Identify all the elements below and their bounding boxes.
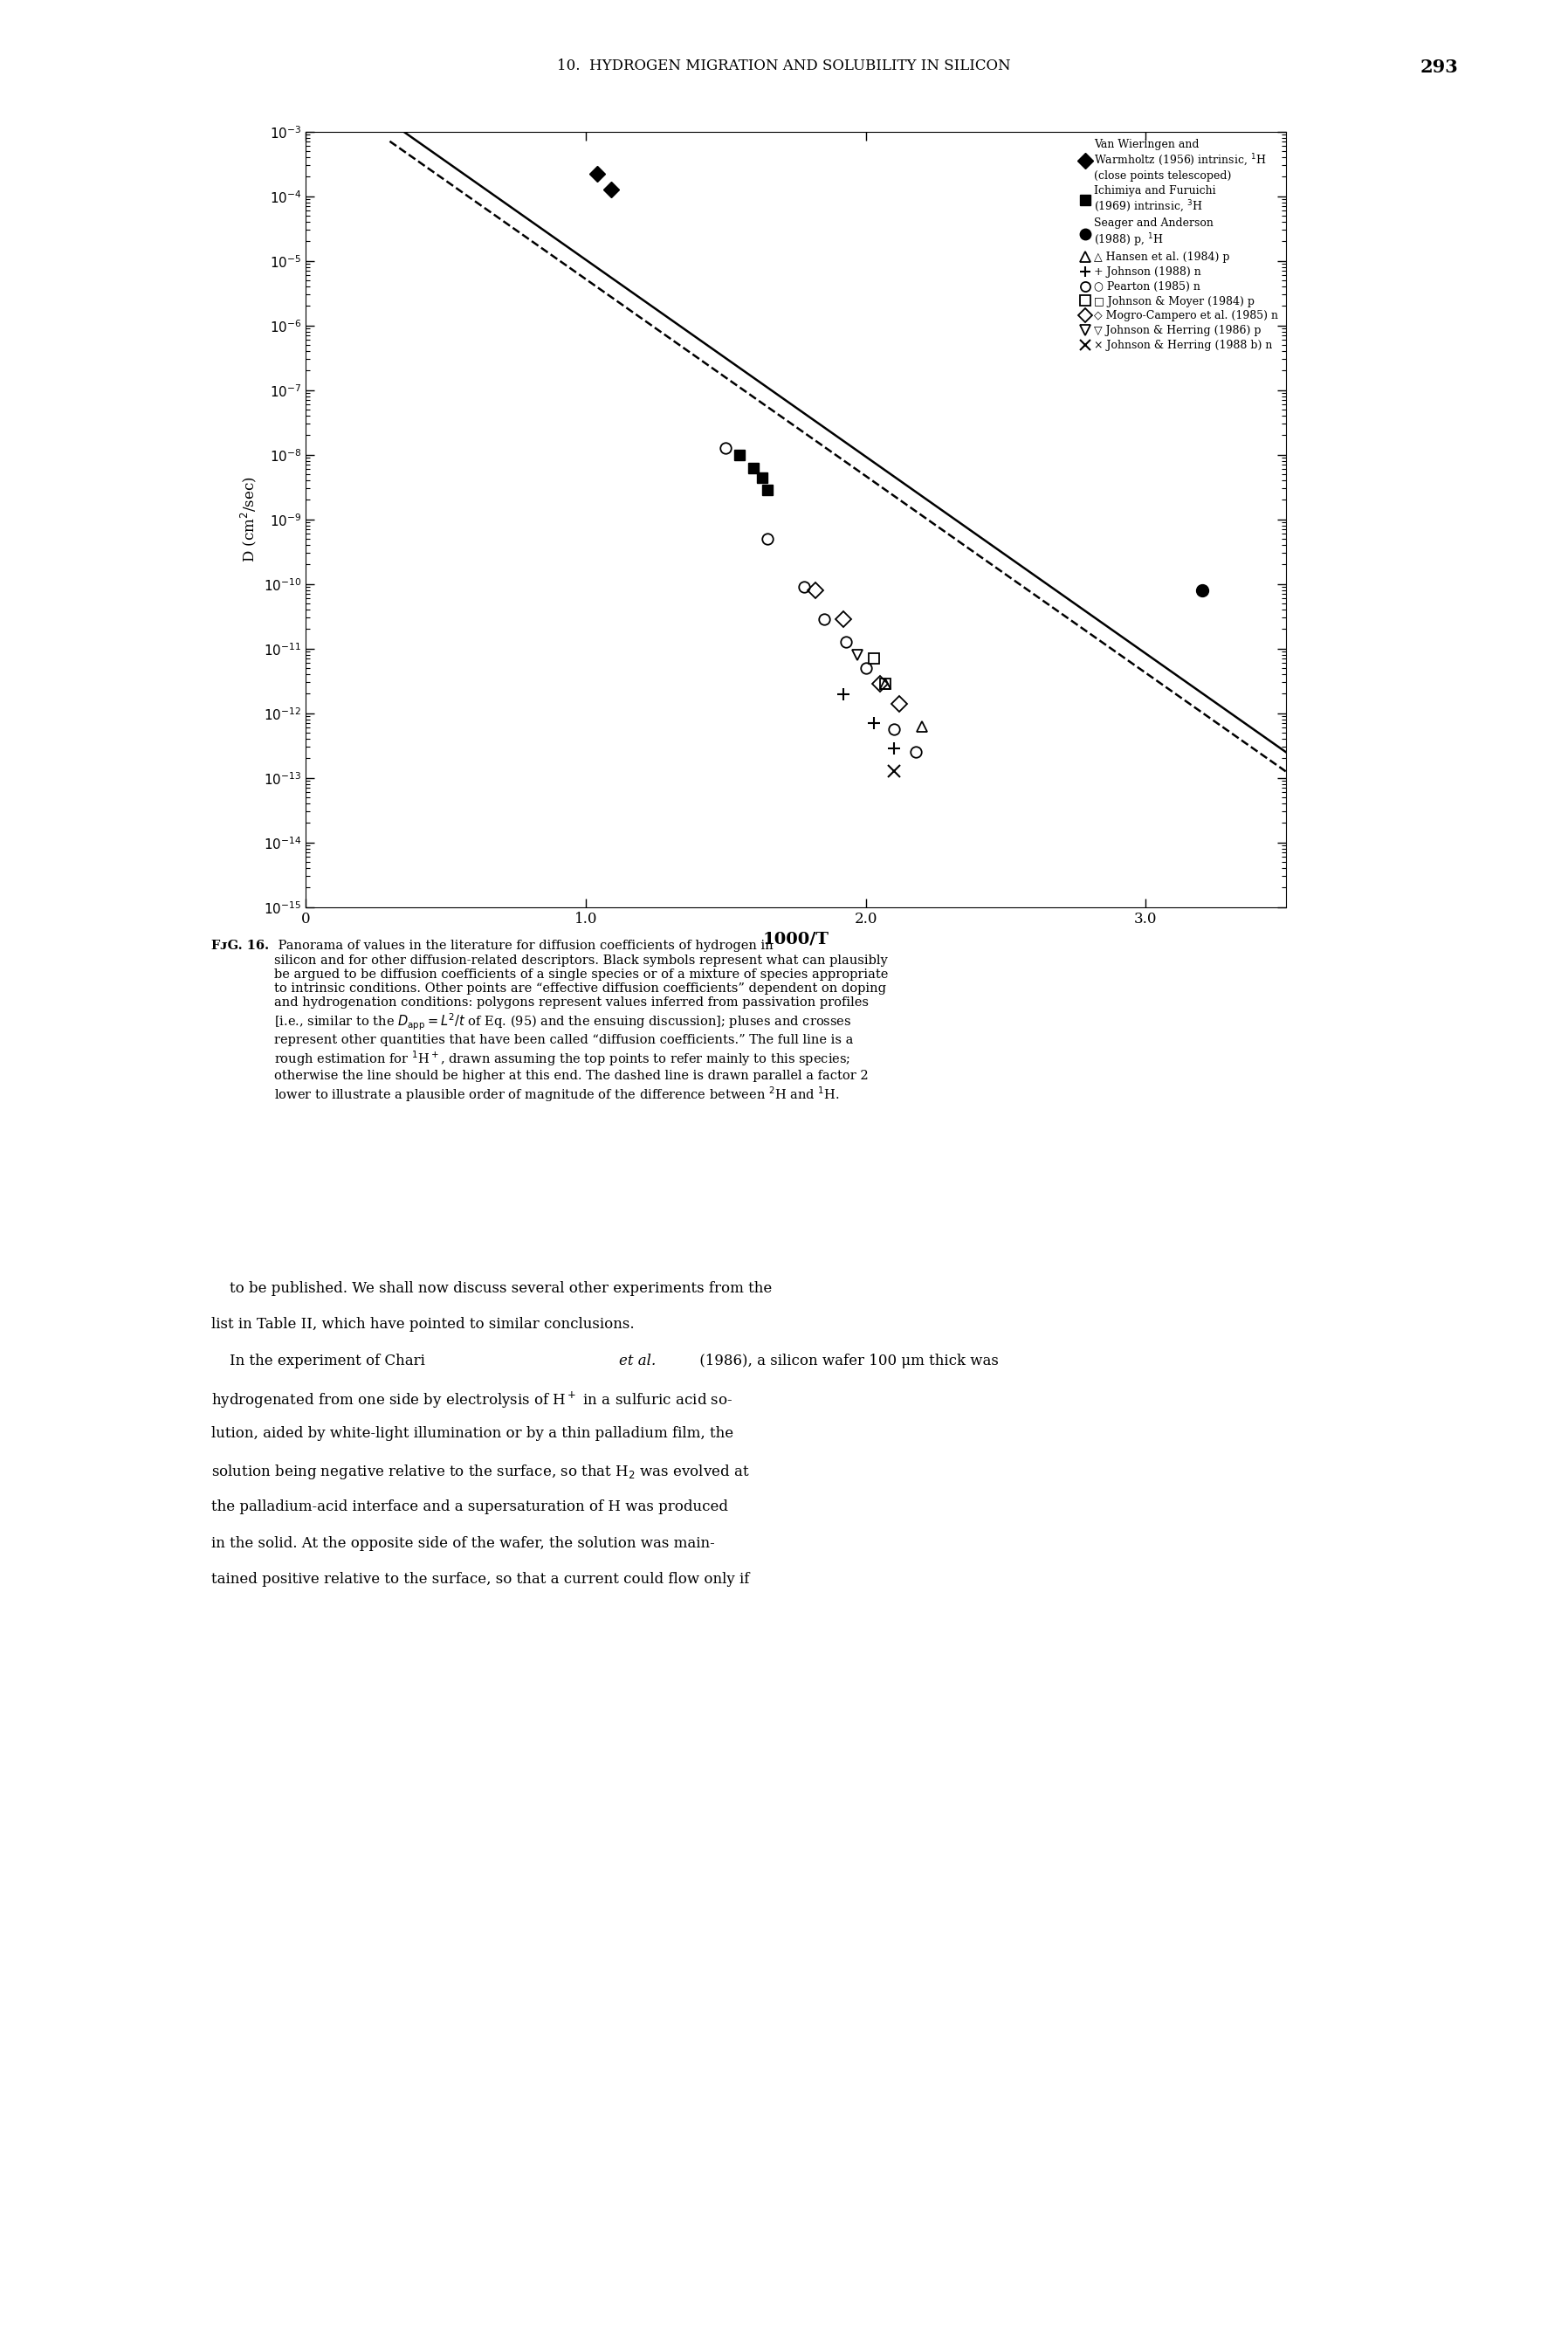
Text: in the solid. At the opposite side of the wafer, the solution was main-: in the solid. At the opposite side of th… — [212, 1537, 715, 1551]
X-axis label: 1000/T: 1000/T — [762, 931, 829, 947]
Text: FᴊG. 16.: FᴊG. 16. — [212, 940, 270, 952]
Y-axis label: D (cm$^2$/sec): D (cm$^2$/sec) — [240, 477, 259, 562]
Text: lution, aided by white-light illumination or by a thin palladium film, the: lution, aided by white-light illuminatio… — [212, 1426, 734, 1441]
Text: In the experiment of Chari: In the experiment of Chari — [212, 1354, 430, 1368]
Text: Panorama of values in the literature for diffusion coefficients of hydrogen in
s: Panorama of values in the literature for… — [274, 940, 889, 1104]
Text: to be published. We shall now discuss several other experiments from the: to be published. We shall now discuss se… — [212, 1281, 773, 1295]
Legend: Van Wieringen and
Warmholtz (1956) intrinsic, $^1$H
(close points telescoped), I: Van Wieringen and Warmholtz (1956) intri… — [1079, 136, 1281, 352]
Text: (1986), a silicon wafer 100 μm thick was: (1986), a silicon wafer 100 μm thick was — [695, 1354, 999, 1368]
Text: the palladium-acid interface and a supersaturation of H was produced: the palladium-acid interface and a super… — [212, 1499, 729, 1513]
Text: 10.  HYDROGEN MIGRATION AND SOLUBILITY IN SILICON: 10. HYDROGEN MIGRATION AND SOLUBILITY IN… — [557, 59, 1011, 73]
Text: solution being negative relative to the surface, so that H$_2$ was evolved at: solution being negative relative to the … — [212, 1462, 750, 1480]
Text: tained positive relative to the surface, so that a current could flow only if: tained positive relative to the surface,… — [212, 1572, 750, 1586]
Text: hydrogenated from one side by electrolysis of H$^+$ in a sulfuric acid so-: hydrogenated from one side by electrolys… — [212, 1389, 734, 1410]
Text: et al.: et al. — [619, 1354, 657, 1368]
Text: 293: 293 — [1421, 59, 1458, 75]
Text: list in Table II, which have pointed to similar conclusions.: list in Table II, which have pointed to … — [212, 1316, 635, 1332]
